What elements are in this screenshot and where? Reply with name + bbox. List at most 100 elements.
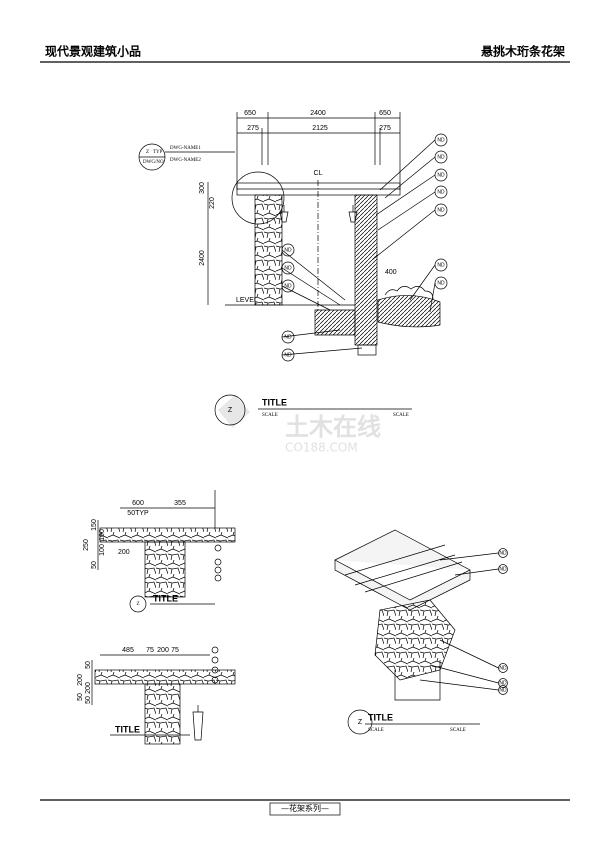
- callout-circle: [281, 330, 295, 344]
- callout-circle: [498, 678, 508, 688]
- header-right: 悬挑木珩条花架: [480, 44, 565, 59]
- title-z: Z: [358, 719, 363, 726]
- dim: 650: [379, 110, 391, 117]
- tag-name: DWG-NAME2: [170, 158, 201, 163]
- dim: 50: [77, 693, 84, 701]
- callout-label: ND: [284, 283, 292, 289]
- leader: [281, 285, 331, 311]
- leader: [454, 568, 499, 576]
- dim: 2400: [310, 110, 326, 117]
- tag-z: Z: [146, 150, 149, 155]
- dim: 100: [99, 544, 106, 556]
- callout-circle: [281, 243, 295, 257]
- callout-label: ND: [284, 247, 292, 253]
- scale: SCALE: [450, 728, 466, 733]
- leader: [409, 264, 436, 301]
- leader: [439, 552, 499, 561]
- dim: 650: [244, 110, 256, 117]
- callout-circle: [281, 279, 295, 293]
- detail-a: 600 355 50TYP 150 100 250 100 50 200 Z T…: [83, 490, 236, 613]
- footer-box: [269, 802, 341, 816]
- callout-label: ND: [437, 262, 445, 268]
- callout-label: ND: [437, 280, 445, 286]
- callout-label: ND: [437, 137, 445, 143]
- dim: 275: [247, 125, 259, 132]
- scale: SCALE: [262, 413, 278, 418]
- dim: 2400: [199, 250, 206, 266]
- leader: [429, 664, 499, 684]
- leader: [379, 139, 436, 191]
- level: LEVEL: [236, 297, 258, 304]
- callout-label: ND: [437, 154, 445, 160]
- depth: 400: [385, 269, 397, 276]
- tag-name: DWG-NAME1: [170, 146, 201, 151]
- callout-circle: [498, 685, 508, 695]
- elevation: 650 2400 650 275 2125 275 300 220 2400 C…: [138, 110, 441, 426]
- footer-text: —花架系列—: [281, 803, 329, 813]
- leader: [281, 347, 363, 356]
- callout-label: ND: [437, 189, 445, 195]
- leader: [281, 329, 341, 338]
- dim: 275: [379, 125, 391, 132]
- callout-circle: [498, 548, 508, 558]
- dim: 355: [174, 500, 186, 507]
- leader: [429, 282, 436, 313]
- title: TITLE: [153, 593, 178, 603]
- leader: [439, 639, 499, 669]
- dim: 200: [77, 674, 84, 686]
- dim: 300: [199, 182, 206, 194]
- callout-circle: [434, 203, 448, 217]
- header-left: 现代景观建筑小品: [45, 44, 141, 59]
- callout-label: ND: [437, 207, 445, 213]
- title: TITLE: [368, 712, 393, 722]
- callout-circle: [434, 168, 448, 182]
- dim: 250: [83, 539, 90, 551]
- callout-circle: [434, 133, 448, 147]
- watermark-sub: CO188.COM: [285, 441, 358, 455]
- dim: 50TYP: [127, 510, 149, 517]
- dim: 100: [99, 529, 106, 541]
- callout-label: ND: [437, 172, 445, 178]
- callout-circle: [498, 663, 508, 673]
- dim: 200: [157, 647, 169, 654]
- callout-label: ND: [499, 566, 507, 572]
- leader: [371, 209, 436, 261]
- dim: 75: [171, 647, 179, 654]
- leader: [377, 191, 436, 231]
- callout-label: ND: [284, 352, 292, 358]
- leader: [375, 174, 436, 216]
- dim: 50: [85, 661, 92, 669]
- dim: 50: [85, 696, 92, 704]
- callout-circle: [281, 261, 295, 275]
- dim: 200: [118, 549, 130, 556]
- leader: [281, 249, 346, 301]
- dim: 200: [85, 682, 92, 694]
- scale: SCALE: [368, 728, 384, 733]
- title: TITLE: [262, 397, 287, 407]
- callout-circle: [498, 564, 508, 574]
- dim: 220: [209, 197, 216, 209]
- tag-dwg: DWG/NO: [143, 160, 164, 165]
- callout-label: ND: [284, 334, 292, 340]
- callout-label: ND: [499, 680, 507, 686]
- dim: 75: [146, 647, 154, 654]
- title-z: Z: [228, 407, 233, 414]
- callout-label: ND: [499, 665, 507, 671]
- watermark: 土木在线 CO188.COM: [218, 395, 381, 455]
- tag-typ: TYP: [153, 150, 163, 155]
- callout-circle: [281, 348, 295, 362]
- dim: 50: [91, 561, 98, 569]
- callout-circle: [434, 276, 448, 290]
- leader: [419, 679, 499, 691]
- title-z: Z: [136, 602, 139, 607]
- dim: 150: [91, 519, 98, 531]
- leader: [281, 267, 341, 306]
- callout-label: ND: [499, 550, 507, 556]
- dim: 600: [132, 500, 144, 507]
- detail-c: Z TITLE SCALE SCALE: [334, 529, 480, 735]
- watermark-main: 土木在线: [285, 413, 381, 441]
- detail-b: 485 75 200 75 50 200 200 50 50 TITLE: [77, 646, 236, 745]
- scale: SCALE: [393, 413, 409, 418]
- callout-circle: [434, 258, 448, 272]
